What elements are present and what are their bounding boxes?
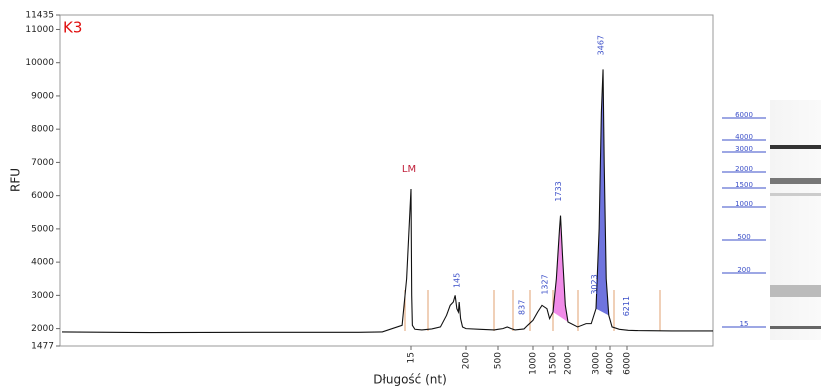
y-tick-label: 2000 [31,324,54,334]
y-tick-label: 3000 [31,291,54,301]
page: K3 Długość (nt) RFU 1477 2000 3000 4000 5000… [0,0,821,389]
peak-label: 6211 [622,296,631,316]
y-tick-label: 5000 [31,224,54,234]
ladder-label: 2000 [735,165,753,173]
y-tick-label: 11435 [25,11,54,21]
ladder-label: 6000 [735,111,753,119]
peak-label: 1327 [540,274,549,294]
gel-lane [770,100,821,340]
gel-band [770,178,821,184]
x-tick-label: 500 [494,352,504,369]
gel-band [770,285,821,297]
x-tick-label: 1000 [529,352,539,375]
x-axis-title: Długość (nt) [373,373,447,387]
peak-label: 837 [518,300,527,315]
ladder-label: 15 [740,320,749,328]
chart: K3 Długość (nt) RFU 1477 2000 3000 4000 5000… [0,0,821,389]
y-tick-label: 8000 [31,125,54,135]
ladder-label: 200 [737,266,750,274]
trace-line [62,69,713,332]
x-tick-label: 6000 [623,352,633,375]
y-tick-label: 1477 [31,342,54,352]
plot-frame [60,15,713,346]
x-tick-label: 1500 [549,352,559,375]
peak-label: 1733 [554,181,563,201]
x-tick-label: 2000 [564,352,574,375]
ladder-label: 500 [737,233,750,241]
ladder-label: 3000 [735,145,753,153]
x-tick-label: 3000 [592,352,602,375]
y-tick-label: 10000 [25,58,54,68]
y-tick-label: 4000 [31,258,54,268]
gel-band [770,193,821,196]
x-tick-label: 200 [462,352,472,369]
ladder-label: 1000 [735,200,753,208]
y-tick-label: 7000 [31,158,54,168]
peak-label: 3467 [597,35,606,55]
peak-label: 3023 [590,274,599,294]
y-tick-label: 9000 [31,91,54,101]
chart-title: K3 [63,19,82,37]
x-tick-label: 15 [407,352,417,363]
ladder-label: 4000 [735,133,753,141]
gel-band [770,326,821,329]
peak-label: LM [402,164,416,175]
peak-label: 145 [453,273,462,288]
ladder-label: 1500 [735,181,753,189]
gel-band [770,145,821,149]
y-axis-title: RFU [9,168,23,192]
x-tick-label: 4000 [606,352,616,375]
y-tick-label: 6000 [31,191,54,201]
y-tick-label: 11000 [25,25,54,35]
